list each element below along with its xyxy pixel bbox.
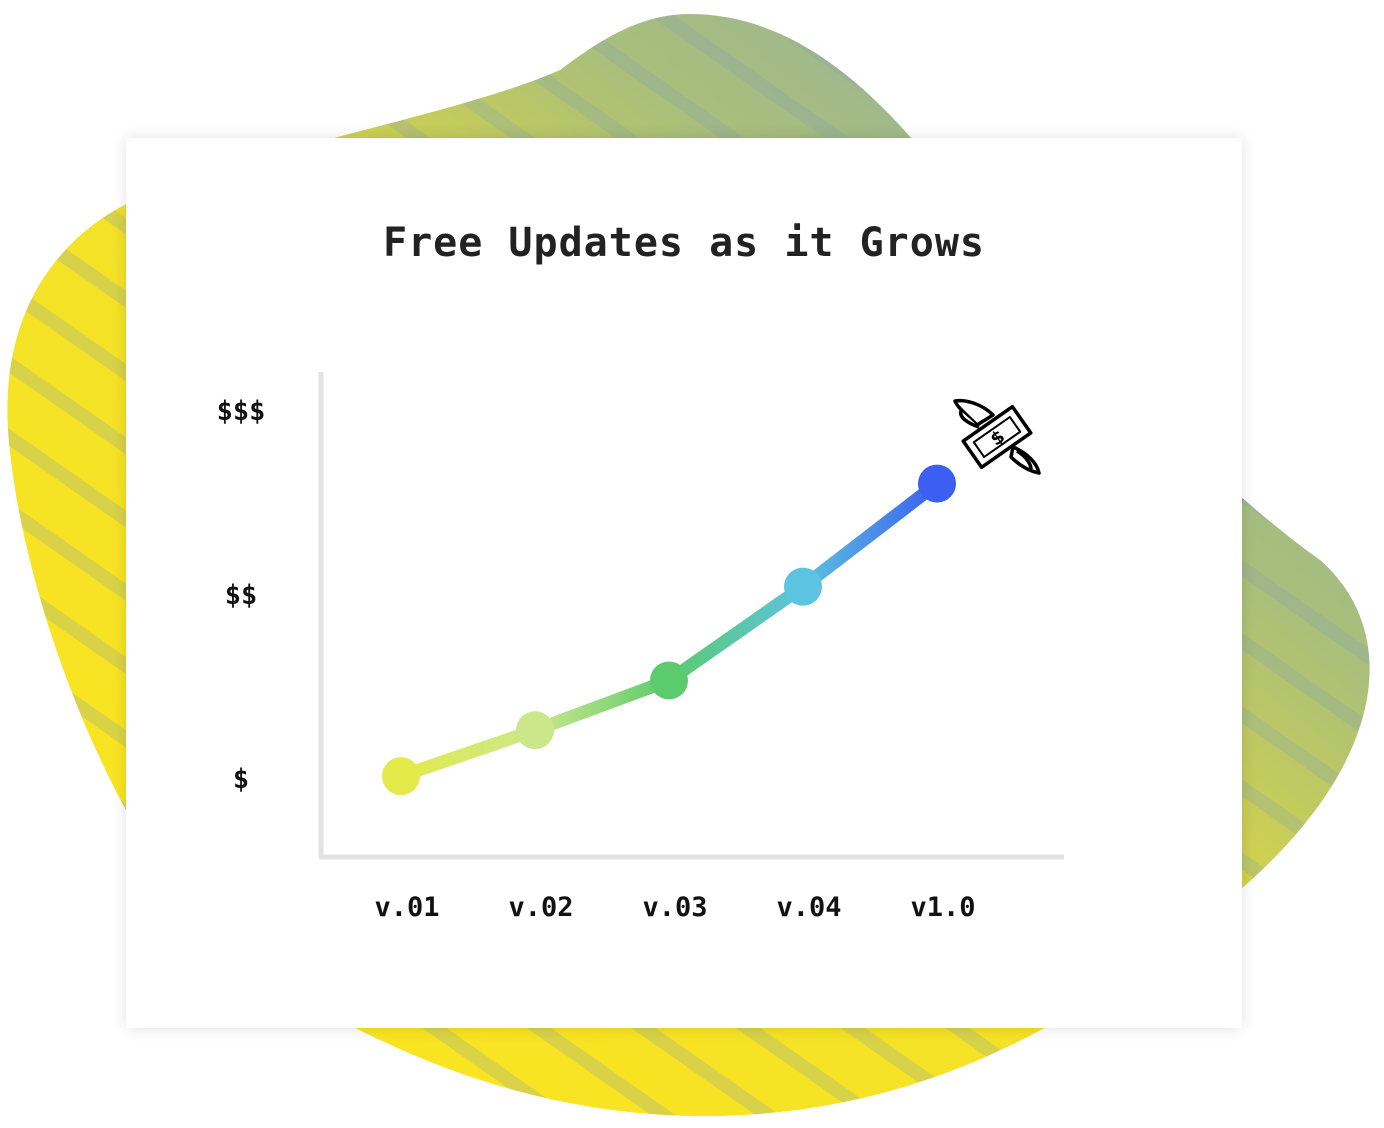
x-tick-label: v.03 [642,892,707,923]
y-tick-label: $ [233,764,249,795]
x-tick-label: v.04 [776,892,841,923]
data-point [918,464,956,503]
x-tick-label: v1.0 [910,892,975,923]
data-point [382,757,420,796]
y-tick-label: $$$ [217,396,266,427]
data-point [516,711,554,750]
data-point [650,661,688,700]
y-tick-label: $$ [225,580,258,611]
chart-card [126,138,1242,1028]
chart-title: Free Updates as it Grows [383,220,985,266]
x-tick-label: v.01 [374,892,439,923]
data-point [784,567,822,606]
flying-money-icon: $ [953,398,1041,475]
x-tick-label: v.02 [508,892,573,923]
series-line [398,478,941,783]
